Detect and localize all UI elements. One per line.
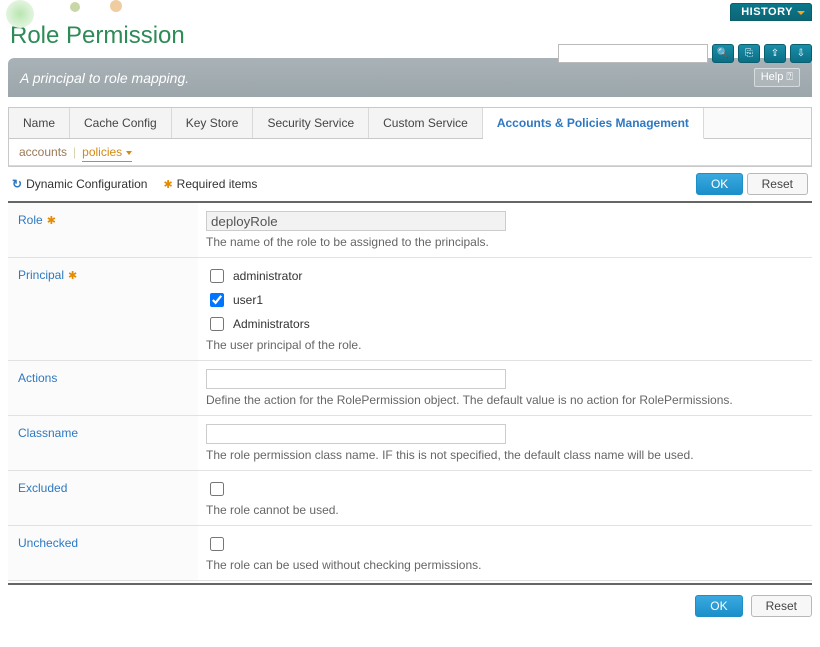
role-help: The name of the role to be assigned to t… xyxy=(206,235,804,249)
dynamic-config-legend: ↻Dynamic Configuration xyxy=(12,177,147,191)
tab-name[interactable]: Name xyxy=(9,108,70,138)
actions-label: Actions xyxy=(8,361,198,415)
excluded-label: Excluded xyxy=(8,471,198,525)
export-icon[interactable]: ⎘ xyxy=(738,44,760,63)
principal-option[interactable]: Administrators xyxy=(206,314,804,334)
principal-option[interactable]: administrator xyxy=(206,266,804,286)
reset-button-bottom[interactable]: Reset xyxy=(751,595,812,617)
role-label: Role✱ xyxy=(8,203,198,257)
refresh-icon: ↻ xyxy=(12,177,22,191)
principal-checkbox-administrator[interactable] xyxy=(210,269,224,283)
principal-checkbox-administrators[interactable] xyxy=(210,317,224,331)
actions-help: Define the action for the RolePermission… xyxy=(206,393,804,407)
tab-accounts-policies-management[interactable]: Accounts & Policies Management xyxy=(483,108,704,139)
classname-label: Classname xyxy=(8,416,198,470)
excluded-checkbox[interactable] xyxy=(210,482,224,496)
help-button[interactable]: Help ⍰ xyxy=(754,68,800,87)
upload-icon[interactable]: ⇪ xyxy=(764,44,786,63)
subtab-separator: | xyxy=(73,145,76,159)
subtab-accounts[interactable]: accounts xyxy=(19,145,67,159)
principal-option[interactable]: user1 xyxy=(206,290,804,310)
excluded-help: The role cannot be used. xyxy=(206,503,804,517)
principal-checkbox-user1[interactable] xyxy=(210,293,224,307)
search-input[interactable] xyxy=(558,44,708,63)
tab-cache-config[interactable]: Cache Config xyxy=(70,108,172,138)
banner-subtitle: A principal to role mapping. xyxy=(20,70,189,86)
download-icon[interactable]: ⇩ xyxy=(790,44,812,63)
search-icon[interactable]: 🔍 xyxy=(712,44,734,63)
classname-help: The role permission class name. IF this … xyxy=(206,448,804,462)
principal-option-label: administrator xyxy=(233,269,302,283)
description-banner: A principal to role mapping. Help ⍰ xyxy=(8,58,812,97)
tab-key-store[interactable]: Key Store xyxy=(172,108,254,138)
tab-custom-service[interactable]: Custom Service xyxy=(369,108,483,138)
required-marker-icon: ✱ xyxy=(163,179,172,191)
reset-button-top[interactable]: Reset xyxy=(747,173,808,195)
classname-input[interactable] xyxy=(206,424,506,444)
history-button[interactable]: HISTORY xyxy=(730,3,812,21)
unchecked-checkbox[interactable] xyxy=(210,537,224,551)
role-permission-form: Role✱ The name of the role to be assigne… xyxy=(8,201,812,581)
ok-button-bottom[interactable]: OK xyxy=(695,595,742,617)
subtab-policies[interactable]: policies xyxy=(82,145,132,162)
main-tabs: NameCache ConfigKey StoreSecurity Servic… xyxy=(9,107,811,139)
sub-tabs: accounts | policies xyxy=(9,139,811,166)
required-items-legend: ✱Required items xyxy=(163,177,257,191)
principal-option-label: user1 xyxy=(233,293,263,307)
principal-help: The user principal of the role. xyxy=(206,338,804,352)
unchecked-label: Unchecked xyxy=(8,526,198,580)
role-input[interactable] xyxy=(206,211,506,231)
principal-option-label: Administrators xyxy=(233,317,310,331)
principal-label: Principal✱ xyxy=(8,258,198,360)
unchecked-help: The role can be used without checking pe… xyxy=(206,558,804,572)
actions-input[interactable] xyxy=(206,369,506,389)
ok-button-top[interactable]: OK xyxy=(696,173,743,195)
tab-security-service[interactable]: Security Service xyxy=(253,108,369,138)
